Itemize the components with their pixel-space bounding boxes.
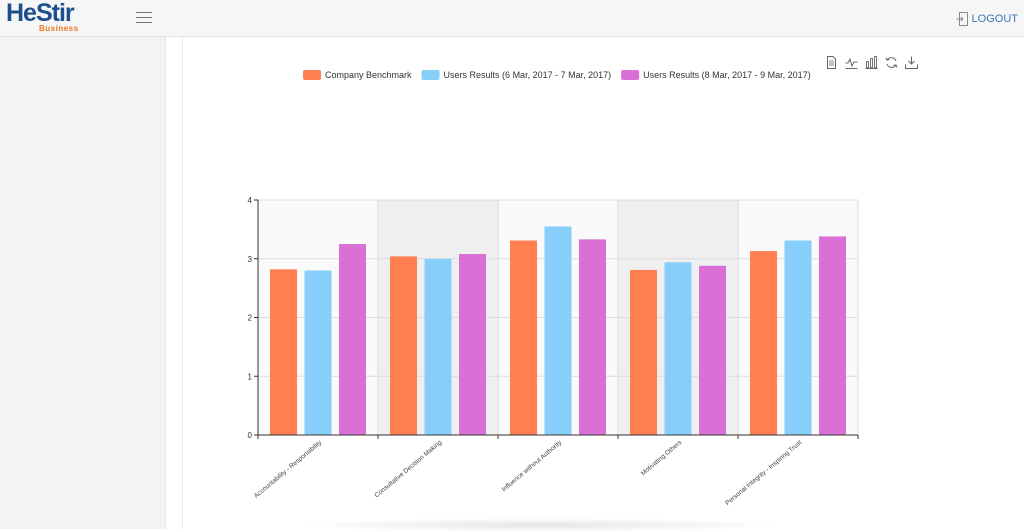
legend-swatch: [303, 70, 321, 80]
x-category-label: Motivating Others: [640, 439, 684, 478]
legend-label: Users Results (6 Mar, 2017 - 7 Mar, 2017…: [444, 70, 612, 80]
bar-1: [750, 251, 777, 435]
content-divider: [182, 37, 183, 529]
legend-swatch: [621, 70, 640, 80]
x-category-label: Accountability - Responsibility: [253, 439, 324, 500]
bar-2: [664, 262, 692, 435]
logout-button[interactable]: LOGOUT: [956, 11, 1018, 27]
logout-label: LOGOUT: [971, 13, 1018, 25]
logo-text: HeStir: [6, 0, 75, 27]
menu-toggle-icon[interactable]: [136, 10, 152, 24]
y-tick-label: 3: [248, 255, 253, 264]
y-tick-label: 1: [248, 372, 253, 381]
logout-icon: [956, 12, 968, 26]
line-chart-icon[interactable]: [845, 56, 858, 69]
bar-3: [459, 254, 486, 435]
bar-2: [424, 258, 452, 435]
bar-3: [819, 236, 846, 435]
bar-1: [510, 240, 537, 435]
bar-chart-icon[interactable]: [865, 56, 878, 69]
footer-shadow: [290, 518, 790, 532]
x-category-label: Consultative Decision Making: [373, 439, 443, 499]
bar-3: [699, 265, 726, 435]
bar-2: [784, 240, 812, 435]
data-view-icon[interactable]: [825, 56, 838, 69]
logo-subtext: Business: [39, 24, 79, 33]
brand-logo[interactable]: HeStir Business: [6, 1, 96, 35]
bar-3: [579, 239, 606, 435]
bar-2: [544, 226, 572, 435]
restore-icon[interactable]: [885, 56, 898, 69]
legend-label: Company Benchmark: [325, 70, 412, 80]
y-tick-label: 2: [248, 314, 253, 323]
bar-3: [339, 244, 366, 435]
bar-2: [304, 270, 332, 435]
bar-1: [390, 256, 417, 435]
x-category-label: Influence without Authority: [501, 439, 564, 494]
bar-1: [630, 269, 657, 435]
y-tick-label: 4: [248, 196, 253, 205]
bar-1: [270, 269, 297, 435]
top-bar: HeStir Business LOGOUT: [0, 0, 1024, 37]
chart-toolbox: [825, 56, 918, 69]
x-category-label: Personal Integrity - Inspiring Trust: [724, 439, 803, 507]
legend-swatch: [421, 70, 440, 80]
save-image-icon[interactable]: [905, 56, 918, 69]
y-tick-label: 0: [248, 431, 253, 440]
sidebar: [0, 37, 166, 529]
legend-label: Users Results (8 Mar, 2017 - 9 Mar, 2017…: [643, 70, 811, 80]
